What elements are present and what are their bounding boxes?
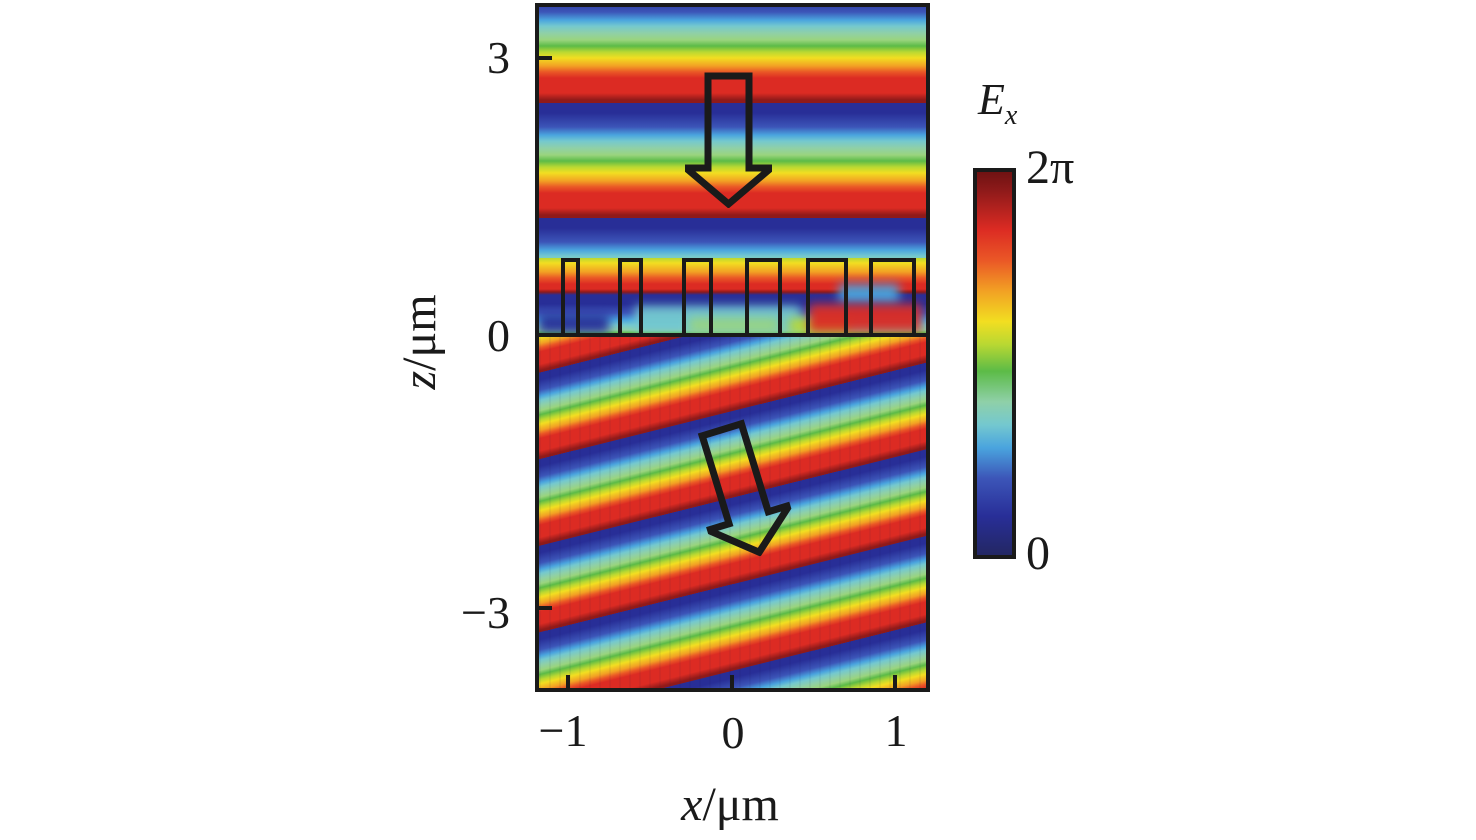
colorbar: [973, 168, 1016, 559]
z-axis-variable: z: [393, 370, 446, 390]
metasurface-pillar: [869, 258, 916, 337]
colorbar-max-label: 2π: [1026, 141, 1075, 194]
x-axis-tick: [566, 675, 570, 688]
colorbar-subscript: x: [1004, 99, 1018, 131]
metasurface-pillar: [682, 258, 713, 337]
field-patch: [809, 304, 921, 332]
x-axis-variable: x: [681, 778, 703, 831]
x-axis-unit: /μm: [702, 778, 779, 831]
refracted-field-region: [539, 337, 926, 688]
z-tick-label-m3: −3: [461, 587, 510, 638]
interface-line: [539, 333, 926, 337]
colorbar-min-label: 0: [1026, 527, 1050, 580]
x-axis-tick: [893, 675, 897, 688]
simulation-grid-overlay: [539, 337, 926, 688]
z-tick-label-3: 3: [487, 32, 510, 83]
x-tick-label-1: 1: [884, 705, 908, 756]
x-tick-label-0: 0: [721, 707, 745, 758]
field-plot: [535, 3, 930, 692]
z-axis-label: z/μm: [393, 262, 448, 422]
refracted-wavefront-stripes: [539, 337, 926, 688]
incident-direction-arrow-icon: [685, 72, 772, 208]
refracted-direction-arrow-icon: [697, 419, 798, 557]
x-tick-label-m1: −1: [538, 705, 588, 756]
x-axis-label: x/μm: [640, 778, 820, 832]
z-tick-label-0: 0: [487, 310, 510, 361]
metasurface-pillar: [618, 258, 643, 337]
metasurface-pillar: [806, 258, 848, 337]
z-axis-tick: [539, 56, 552, 60]
colorbar-symbol: E: [978, 75, 1005, 124]
metasurface-pillar: [745, 258, 782, 337]
incident-field-region: [539, 7, 926, 258]
metasurface-field-strip: [539, 258, 926, 333]
field-patch: [539, 314, 609, 333]
z-axis-unit: /μm: [393, 294, 446, 371]
colorbar-title: Ex: [978, 75, 1018, 132]
incident-wavefront-stripes: [539, 7, 926, 258]
z-axis-tick: [539, 606, 552, 610]
x-axis-tick: [730, 675, 734, 688]
metasurface-pillar: [561, 258, 580, 337]
